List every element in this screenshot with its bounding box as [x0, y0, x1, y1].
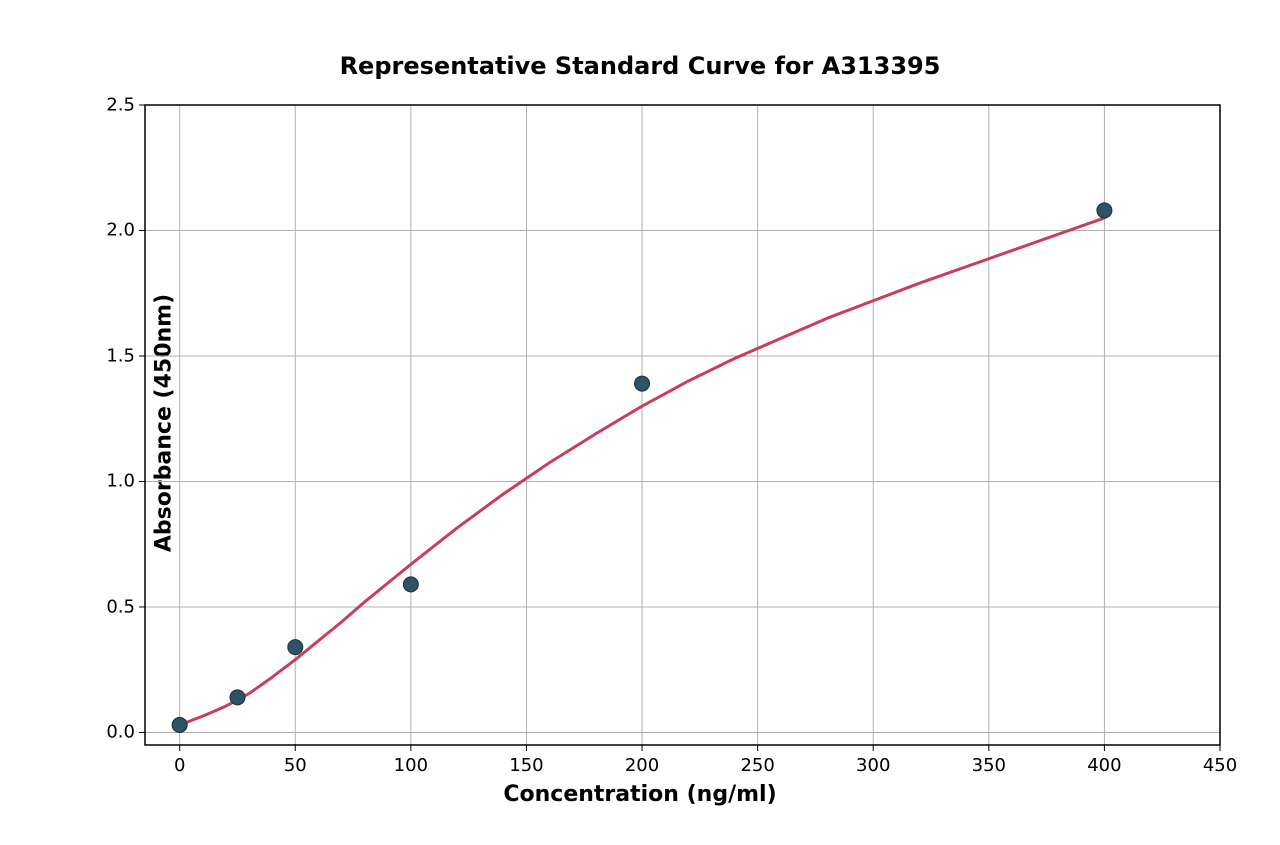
x-axis-label: Concentration (ng/ml): [0, 782, 1280, 807]
data-point: [172, 717, 187, 732]
data-point: [288, 640, 303, 655]
data-point: [1097, 203, 1112, 218]
plot-area: [145, 105, 1220, 745]
y-tick-label: 0.0: [106, 722, 135, 743]
x-tick-label: 250: [740, 755, 774, 776]
chart-container: Representative Standard Curve for A31339…: [0, 0, 1280, 845]
x-tick-label: 50: [284, 755, 307, 776]
y-tick-label: 1.5: [106, 345, 135, 366]
y-tick-label: 2.5: [106, 95, 135, 116]
x-tick-label: 400: [1087, 755, 1121, 776]
data-point: [230, 690, 245, 705]
x-tick-label: 100: [394, 755, 428, 776]
x-tick-label: 350: [972, 755, 1006, 776]
chart-title: Representative Standard Curve for A31339…: [0, 52, 1280, 80]
x-tick-label: 450: [1203, 755, 1237, 776]
x-tick-label: 200: [625, 755, 659, 776]
y-tick-label: 1.0: [106, 471, 135, 492]
data-point: [635, 376, 650, 391]
y-tick-label: 2.0: [106, 220, 135, 241]
x-tick-label: 150: [509, 755, 543, 776]
x-tick-label: 300: [856, 755, 890, 776]
x-tick-label: 0: [174, 755, 185, 776]
data-point: [403, 577, 418, 592]
y-tick-label: 0.5: [106, 596, 135, 617]
